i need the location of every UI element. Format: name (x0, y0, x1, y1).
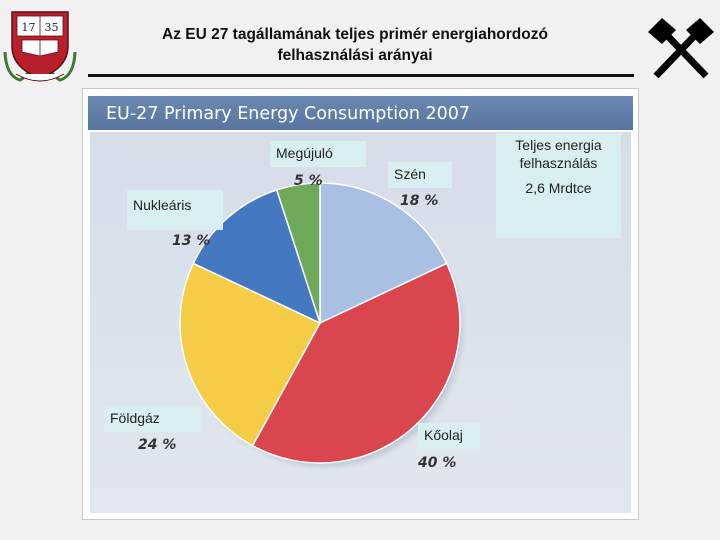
total-value: 2,6 Mrdtce (525, 180, 592, 196)
title-underline (88, 74, 634, 77)
total-label-line1: Teljes energia (515, 137, 602, 153)
slice-label-szen: Szén (388, 162, 452, 188)
slice-label-koolaj: Kőolaj (418, 423, 480, 449)
chart-title: EU-27 Primary Energy Consumption 2007 (106, 104, 471, 124)
pie-slice-foldgaz (179, 262, 322, 447)
total-consumption-box: Teljes energia felhasználás 2,6 Mrdtce (496, 133, 621, 238)
pie-slice-megujulo (275, 182, 321, 324)
slide-title-line2: felhasználási arányai (277, 47, 433, 64)
crest-year-left: 17 (22, 21, 36, 34)
pct-label-foldgaz: 24 % (138, 437, 177, 453)
slide-title: Az EU 27 tagállamának teljes primér ener… (100, 24, 610, 66)
pct-label-megujulo: 5 % (294, 173, 323, 189)
slide-title-line1: Az EU 27 tagállamának teljes primér ener… (162, 26, 548, 43)
crest-year-right: 35 (45, 21, 59, 34)
pie-slice-szen (319, 182, 448, 325)
slice-label-nuklearis: Nukleáris (127, 190, 223, 230)
slice-label-foldgaz: Földgáz (104, 406, 201, 432)
pct-label-koolaj: 40 % (418, 455, 457, 471)
pie-slice-koolaj (251, 262, 461, 464)
pie-slice-nuklearis (192, 188, 322, 325)
crossed-hammers-icon (648, 18, 714, 79)
chart-header-bar (88, 96, 633, 130)
pct-label-szen: 18 % (400, 193, 439, 209)
pct-label-nuklearis: 13 % (172, 233, 211, 249)
total-label-line2: felhasználás (519, 155, 598, 171)
slice-label-megujulo: Megújuló (270, 141, 366, 167)
university-crest-logo: 17 35 (3, 11, 77, 82)
